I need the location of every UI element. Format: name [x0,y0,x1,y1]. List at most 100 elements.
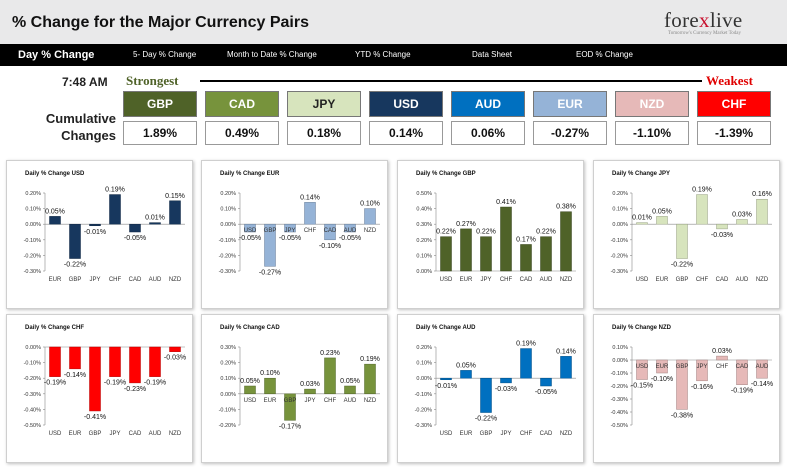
x-tick-label: JPY [304,398,315,404]
data-label: 0.41% [496,199,516,206]
bar-gbp [264,223,276,267]
y-tick-label: -0.20% [24,253,42,259]
y-tick-label: -0.10% [611,371,629,377]
y-tick-label: -0.30% [611,269,629,275]
data-label: 0.01% [145,215,165,222]
y-tick-label: 0.00% [220,392,236,398]
y-tick-label: 0.00% [25,345,41,351]
data-label: -0.23% [124,386,146,393]
data-label: 0.10% [360,201,380,208]
bar-jpy [284,223,296,233]
data-label: -0.05% [124,235,146,242]
data-label: -0.10% [319,243,341,250]
x-tick-label: NZD [169,277,182,283]
chart-title: Daily % Change CAD [220,325,280,331]
chart-panel-cad: Daily % Change CAD 0.30% 0.20% 0.10% 0.00% -0… [201,314,388,463]
x-tick-label: AUD [344,398,357,404]
bar-chf [696,194,708,225]
x-tick-label: GBP [480,431,493,437]
chart-panel-eur: Daily % Change EUR 0.20% 0.10% 0.00% -0.10% -… [201,160,388,309]
bar-gbp [676,223,688,259]
nav-tab-ytd-change[interactable]: YTD % Change [355,50,411,59]
x-tick-label: CAD [736,364,749,370]
x-tick-label: JPY [284,228,295,234]
data-label: -0.22% [475,416,497,423]
x-tick-label: CAD [129,277,142,283]
data-label: 0.01% [632,215,652,222]
x-tick-label: EUR [656,277,669,283]
x-tick-label: NZD [364,398,377,404]
x-tick-label: GBP [264,228,277,234]
y-tick-label: 0.10% [25,207,41,213]
tile-code: EUR [533,91,607,117]
bar-gbp [284,393,296,421]
bar-cad [736,359,748,385]
y-tick-label: 0.10% [416,253,432,259]
tile-value: -1.39% [697,121,771,145]
chart-cad: Daily % Change CAD 0.30% 0.20% 0.10% 0.00% -0… [219,325,380,430]
tile-value: -1.10% [615,121,689,145]
bar-jpy [89,223,101,227]
x-tick-label: GBP [69,277,82,283]
y-tick-label: -0.30% [24,392,42,398]
bar-usd [440,377,452,381]
y-tick-label: -0.10% [24,238,42,244]
nav-tab-month-to-date[interactable]: Month to Date % Change [227,50,317,59]
data-label: -0.01% [435,383,457,390]
forexlive-logo[interactable]: forexlive Tomorrow's Currency Market Tod… [664,8,774,38]
bar-eur [460,370,472,379]
nav-tab-day-change[interactable]: Day % Change [18,49,95,61]
tile-code: NZD [615,91,689,117]
bar-usd [244,385,256,395]
y-tick-label: -0.20% [611,384,629,390]
bar-nzd [560,356,572,379]
strongest-label: Strongest [126,73,179,88]
x-tick-label: AUD [540,277,553,283]
tile-code: CHF [697,91,771,117]
y-tick-label: -0.10% [415,392,433,398]
y-tick-label: -0.50% [611,423,629,429]
bar-cad [129,346,141,384]
nav-tab-eod-change[interactable]: EOD % Change [576,50,633,59]
bar-usd [49,346,61,377]
data-label: -0.38% [671,412,693,419]
data-label: 0.03% [732,212,752,219]
data-label: 0.05% [652,208,672,215]
bar-chf [716,355,728,361]
x-tick-label: NZD [756,277,769,283]
chart-eur: Daily % Change EUR0.20%0.10%0.00%-0.10%-… [219,171,380,276]
y-tick-label: -0.30% [415,423,433,429]
bar-nzd [560,211,572,272]
x-tick-label: USD [244,228,257,234]
y-tick-label: -0.30% [24,269,42,275]
data-label: 0.23% [320,350,340,357]
x-tick-label: CAD [520,277,533,283]
y-tick-label: 0.00% [220,222,236,228]
x-tick-label: EUR [69,431,82,437]
logo-text-main: fore [664,8,700,32]
bar-chf [500,206,512,272]
x-tick-label: JPY [500,431,511,437]
logo-tagline: Tomorrow's Currency Market Today [668,31,742,36]
y-tick-label: -0.10% [24,361,42,367]
x-tick-label: EUR [460,277,473,283]
data-label: 0.15% [165,193,185,200]
chart-panel-gbp: Daily % Change GBP 0.50% 0.40% 0.30% 0.20% 0.… [397,160,584,309]
x-tick-label: AUD [149,431,162,437]
data-label: -0.10% [651,376,673,383]
chart-panel-jpy: Daily % Change JPY 0.20% 0.10% 0.00% -0.10% -… [593,160,780,309]
x-tick-label: USD [49,431,62,437]
data-label: -0.03% [164,355,186,362]
data-label: 0.22% [436,229,456,236]
y-tick-label: -0.30% [611,397,629,403]
bar-nzd [364,363,376,395]
nav-tab-5-day-change[interactable]: 5- Day % Change [133,50,197,59]
tile-nzd: NZD -1.10% [615,91,689,145]
bar-aud [149,222,161,225]
nav-tab-data-sheet[interactable]: Data Sheet [472,50,513,59]
chart-usd: Daily % Change USD 0.20% 0.10% 0.00% -0.10% -… [24,171,185,283]
weakest-label: Weakest [706,73,753,88]
bar-eur [69,346,81,370]
data-label: -0.14% [751,381,773,388]
bar-aud [149,346,161,377]
